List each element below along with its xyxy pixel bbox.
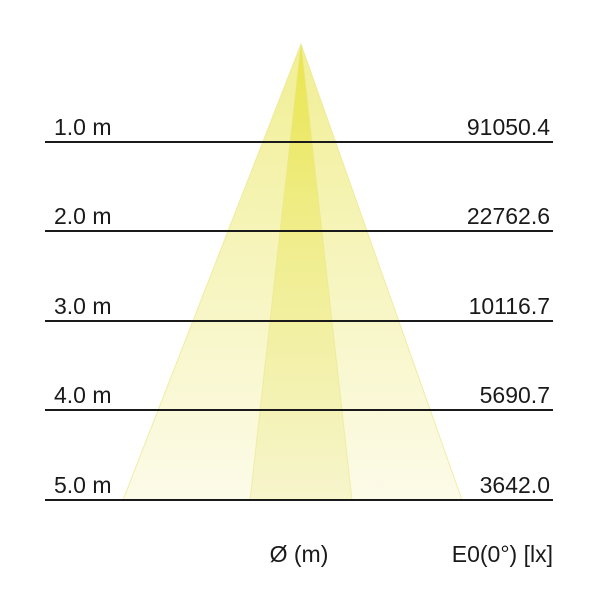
distance-label: 1.0 m bbox=[54, 114, 112, 140]
illuminance-value: 3642.0 bbox=[480, 472, 550, 498]
diameter-axis-label: Ø (m) bbox=[270, 541, 329, 567]
distance-row: 2.0 m 22762.6 bbox=[45, 203, 553, 232]
distance-row: 1.0 m 91050.4 bbox=[45, 114, 553, 143]
illuminance-axis-label: E0(0°) [lx] bbox=[452, 541, 553, 567]
distance-row: 3.0 m 10116.7 bbox=[45, 293, 553, 322]
distance-label: 3.0 m bbox=[54, 293, 112, 319]
distance-label: 4.0 m bbox=[54, 382, 112, 408]
distance-label: 2.0 m bbox=[54, 203, 112, 229]
distance-label: 5.0 m bbox=[54, 472, 112, 498]
illuminance-value: 10116.7 bbox=[469, 293, 550, 319]
distance-row: 5.0 m 3642.0 bbox=[45, 472, 553, 501]
illuminance-value: 22762.6 bbox=[467, 203, 550, 229]
distance-row: 4.0 m 5690.7 bbox=[45, 382, 553, 411]
illuminance-value: 5690.7 bbox=[480, 382, 550, 408]
illuminance-value: 91050.4 bbox=[467, 114, 550, 140]
